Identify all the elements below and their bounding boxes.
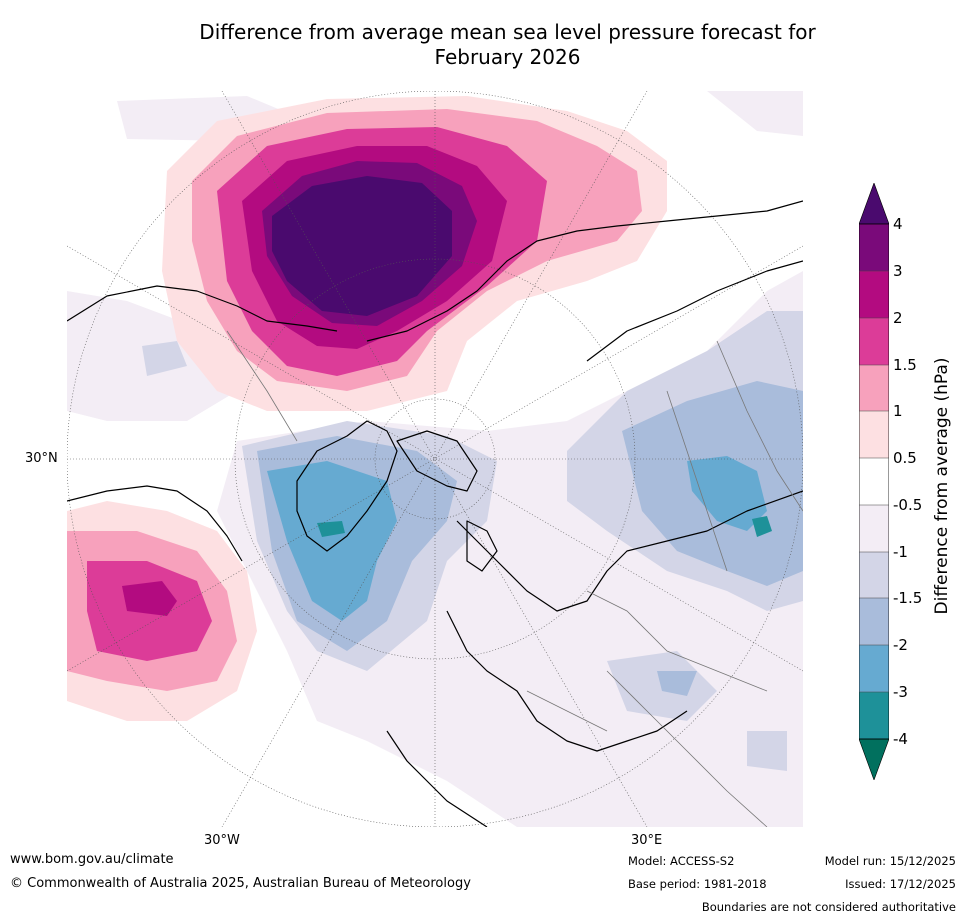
title-line-1: Difference from average mean sea level p… (199, 20, 816, 44)
colorbar-tick: 3 (893, 262, 903, 280)
colorbar-tick: -1.5 (893, 589, 923, 607)
coastlines (67, 200, 803, 827)
colorbar-tick: 1 (893, 402, 903, 420)
footer-issued: Issued: 17/12/2025 (845, 877, 956, 891)
anomaly-plus-4-band (272, 176, 452, 316)
anomaly-minus-3-band (317, 516, 772, 537)
footer-base-period: Base period: 1981-2018 (628, 877, 767, 891)
footer-url[interactable]: www.bom.gov.au/climate (10, 852, 174, 867)
colorbar-tick: 2 (893, 309, 903, 327)
colorbar-tick: -4 (893, 730, 908, 748)
title-line-2: February 2026 (434, 45, 581, 69)
graticule (67, 91, 803, 827)
chart-title: Difference from average mean sea level p… (100, 20, 915, 70)
colorbar-label: Difference from average (hPa) (932, 357, 952, 615)
colorbar-extend-high (859, 183, 889, 225)
colorbar-segment (859, 598, 889, 645)
colorbar-segment (859, 224, 889, 271)
footer-copyright: © Commonwealth of Australia 2025, Austra… (10, 876, 471, 891)
footer-model-run: Model run: 15/12/2025 (824, 854, 956, 868)
colorbar-segment (859, 505, 889, 552)
colorbar-segment (859, 458, 889, 505)
colorbar-tick: -2 (893, 636, 908, 654)
colorbar-segment (859, 645, 889, 692)
colorbar-segment (859, 318, 889, 365)
colorbar-tick: -0.5 (893, 496, 923, 514)
footer-disclaimer: Boundaries are not considered authoritat… (701, 900, 956, 914)
map-svg (67, 91, 803, 827)
lat-label-30n: 30°N (25, 451, 58, 466)
colorbar-segment (859, 552, 889, 598)
colorbar-extend-low (859, 738, 889, 780)
lon-label-30e: 30°E (631, 833, 663, 848)
colorbar-tick: 0.5 (893, 449, 917, 467)
country-borders (226, 330, 803, 827)
colorbar-segment (859, 411, 889, 458)
colorbar-segment (859, 271, 889, 318)
colorbar-tick: -1 (893, 543, 908, 561)
colorbar-segment (859, 692, 889, 739)
colorbar-tick: -3 (893, 683, 908, 701)
colorbar-tick: 4 (893, 215, 903, 233)
pressure-anomaly-map (67, 91, 803, 827)
colorbar-tick: 1.5 (893, 356, 917, 374)
colorbar (859, 183, 889, 780)
footer-model: Model: ACCESS-S2 (628, 854, 735, 868)
anomaly-minus-2-band (267, 456, 767, 621)
lon-label-30w: 30°W (204, 833, 240, 848)
colorbar-segment (859, 365, 889, 411)
